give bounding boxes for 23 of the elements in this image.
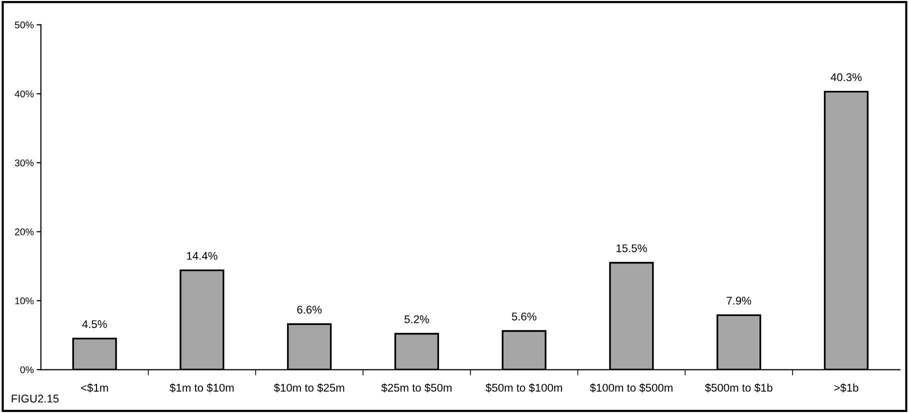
y-tick-label: 0% — [20, 366, 34, 374]
y-tick-label: 40% — [14, 90, 34, 98]
x-tick-label: $10m to $25m — [274, 383, 344, 392]
data-label: 5.2% — [404, 315, 429, 324]
y-tick-label: 10% — [15, 297, 34, 304]
data-label: 14.4% — [187, 252, 218, 260]
y-tick-label: 50% — [14, 22, 34, 28]
x-tick-label: >$1b — [834, 383, 858, 392]
x-tick-label: <$1m — [81, 383, 108, 392]
data-label: 6.6% — [297, 306, 322, 314]
x-tick-label: $500m to $1b — [704, 383, 772, 392]
data-label: 4.5% — [82, 320, 107, 328]
y-tick-label: 20% — [14, 228, 34, 236]
x-tick-label: $50m to $100m — [486, 383, 562, 392]
data-label: 5.6% — [512, 312, 536, 320]
x-tick-label: $1m to $10m — [170, 383, 234, 392]
data-label: 40.3% — [830, 73, 862, 82]
caption: FIGU2.15 — [12, 394, 59, 403]
data-label: 15.5% — [616, 244, 647, 252]
x-tick-label: $100m to $500m — [590, 383, 672, 392]
x-tick-label: $25m to $50m — [381, 383, 452, 392]
y-tick-label: 30% — [14, 159, 34, 166]
data-label: 7.9% — [726, 296, 752, 305]
